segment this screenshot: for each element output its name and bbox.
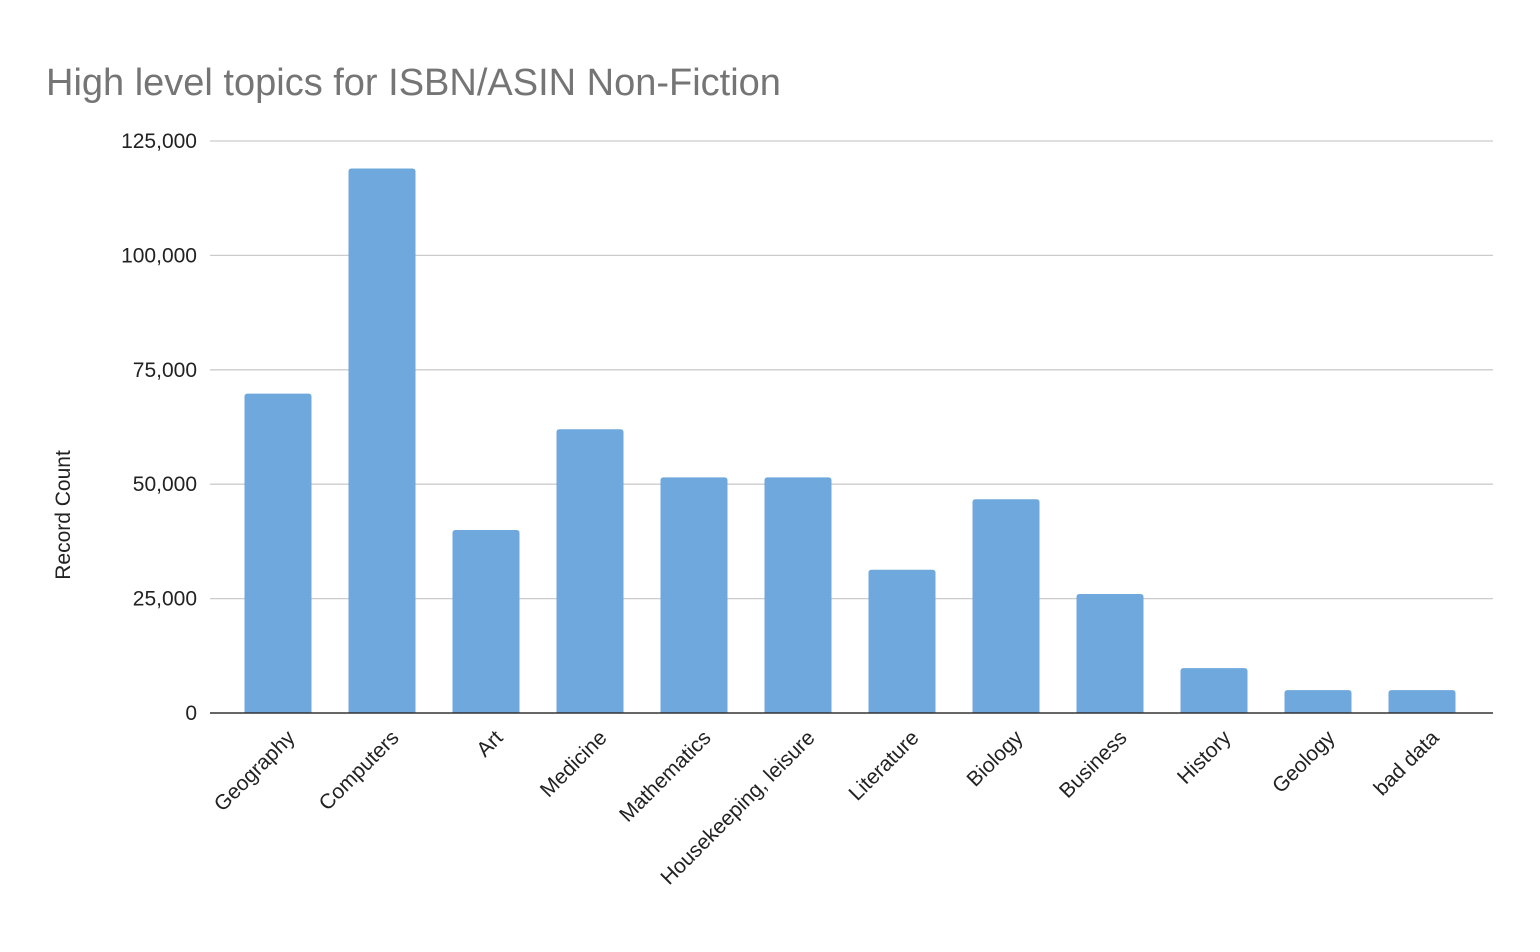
y-tick-label: 50,000: [133, 473, 197, 496]
x-tick-label: Mathematics: [615, 726, 715, 826]
bar: [244, 393, 312, 713]
x-axis-tick-labels: Geography Computers Art Medicine Mathematics…: [210, 726, 1444, 890]
y-tick-label: 0: [185, 702, 197, 725]
y-tick-label: 75,000: [133, 359, 197, 382]
x-tick-label: Literature: [845, 726, 924, 805]
bar: [556, 429, 624, 713]
bar: [868, 569, 936, 713]
x-tick-label: Medicine: [536, 726, 612, 802]
bar: [1284, 690, 1352, 713]
bar: [348, 168, 416, 713]
bar: [452, 529, 520, 713]
bar: [972, 499, 1040, 713]
chart-title: High level topics for ISBN/ASIN Non-Fict…: [46, 62, 781, 104]
x-tick-label: bad data: [1369, 726, 1443, 800]
bars: [244, 168, 1456, 713]
y-axis-tick-labels: 0 25,000 50,000 75,000 100,000 125,000: [121, 130, 197, 725]
bar: [660, 477, 728, 713]
bar: [1388, 690, 1456, 713]
x-tick-label: Computers: [315, 726, 404, 815]
y-tick-label: 25,000: [133, 588, 197, 611]
y-axis-label: Record Count: [52, 450, 75, 580]
x-tick-label: Geography: [210, 726, 300, 816]
x-tick-label: Biology: [963, 726, 1028, 791]
x-tick-label: History: [1173, 726, 1236, 789]
y-tick-label: 125,000: [121, 130, 197, 153]
x-tick-label: Business: [1055, 726, 1132, 803]
y-tick-label: 100,000: [121, 244, 197, 267]
bar: [764, 477, 832, 713]
x-tick-label: Art: [472, 726, 507, 761]
x-tick-label: Geology: [1268, 726, 1340, 798]
bar: [1180, 668, 1248, 713]
gridlines: [210, 140, 1493, 600]
bar: [1076, 594, 1144, 713]
